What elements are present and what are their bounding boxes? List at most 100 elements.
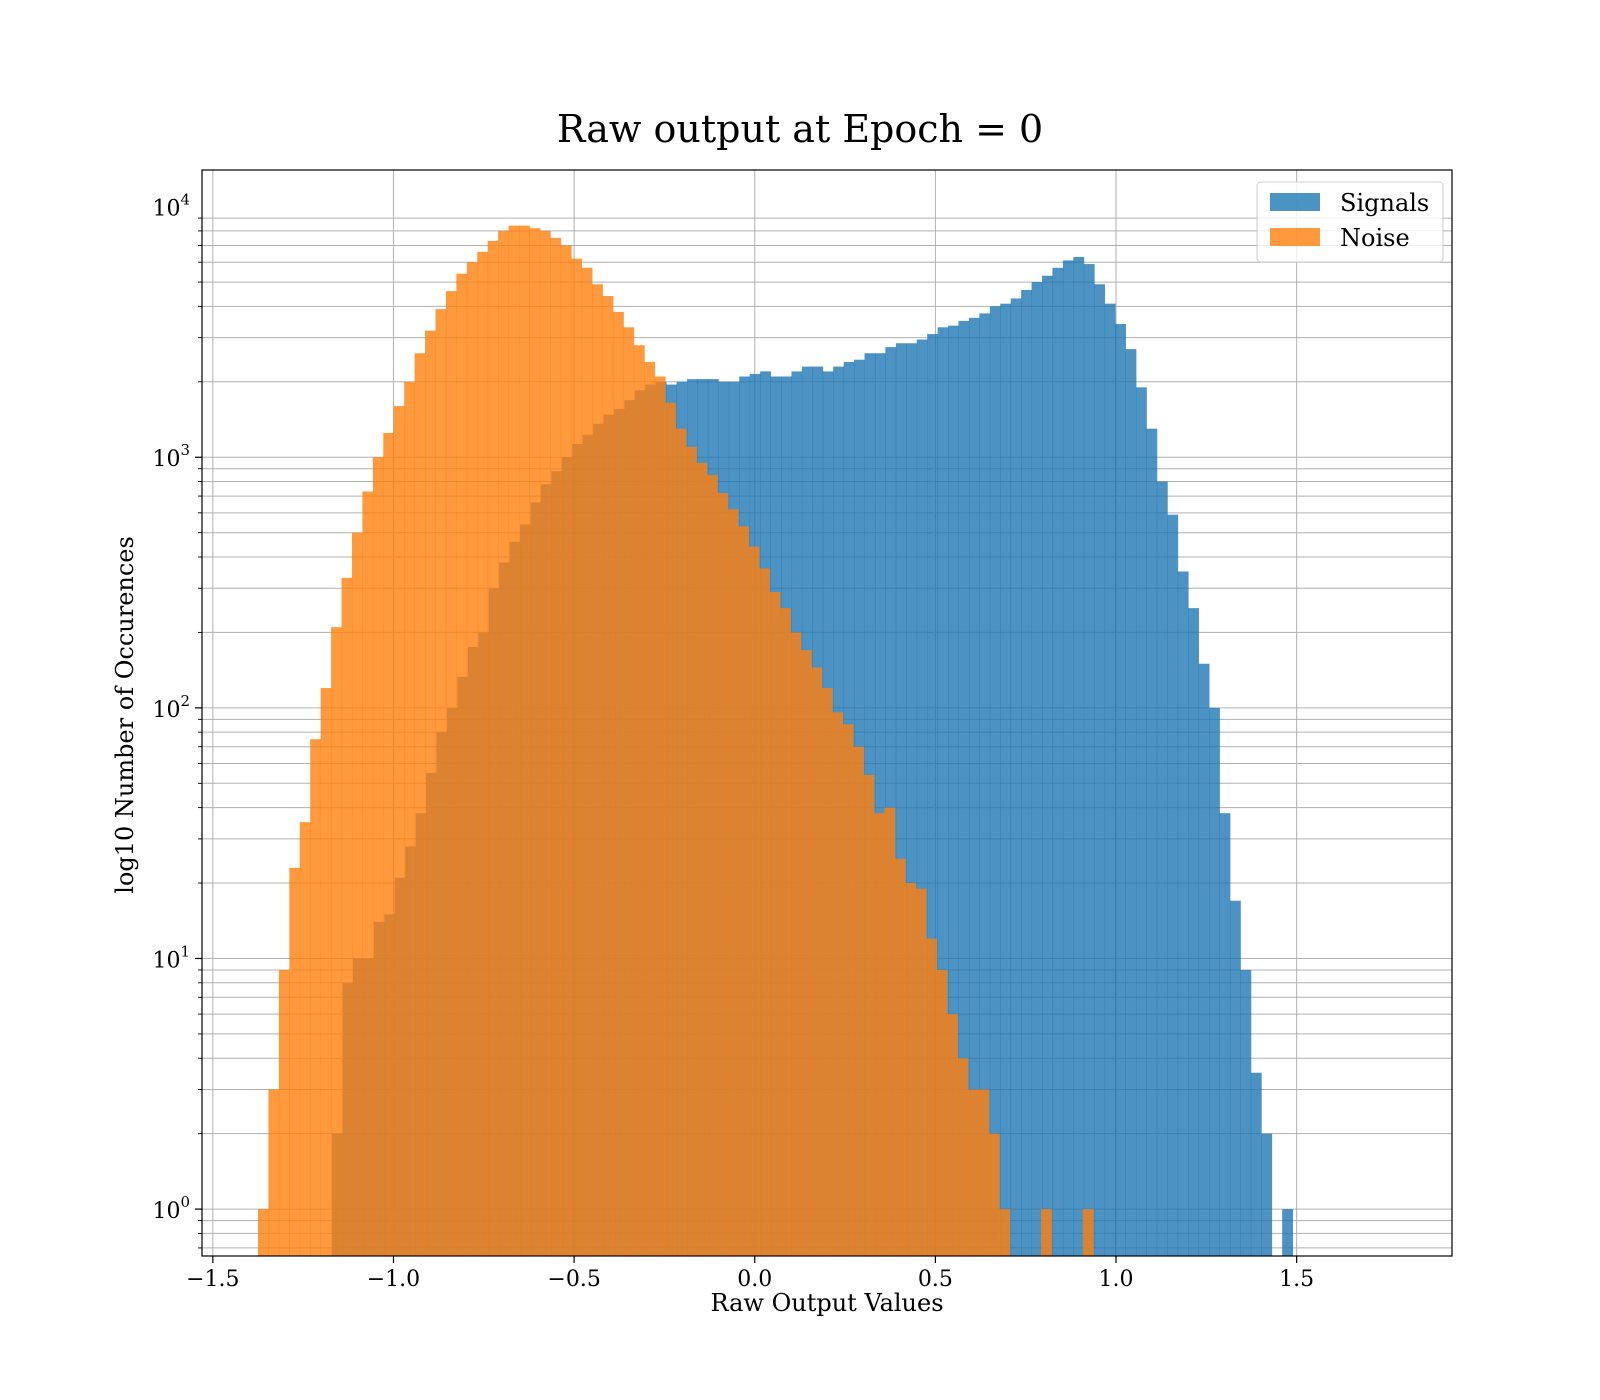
noise-bar <box>769 591 781 1256</box>
signals-bar <box>1219 813 1231 1256</box>
noise-bar <box>539 230 551 1256</box>
signals-bar <box>1135 387 1147 1257</box>
noise-bar <box>331 627 342 1256</box>
noise-bar <box>675 428 687 1256</box>
noise-bar <box>957 1058 969 1256</box>
noise-bar <box>780 608 791 1256</box>
signals-bar <box>1052 267 1064 1256</box>
chart-title: Raw output at Epoch = 0 <box>557 107 1043 151</box>
noise-bar <box>612 311 624 1257</box>
noise-bar <box>686 446 697 1257</box>
signals-bar <box>1188 608 1200 1256</box>
noise-bar <box>644 361 656 1256</box>
noise-bar <box>800 650 812 1256</box>
noise-bar <box>404 381 416 1256</box>
y-tick-label: 103 <box>152 441 190 472</box>
noise-bar <box>581 267 593 1256</box>
x-tick-label: −0.5 <box>547 1267 600 1292</box>
noise-bar <box>414 353 426 1256</box>
signals-bar <box>1167 514 1179 1256</box>
signals-bar <box>1240 969 1252 1256</box>
noise-bar <box>832 712 844 1256</box>
noise-bar <box>717 493 729 1256</box>
noise-bar <box>435 309 447 1257</box>
signals-bar <box>916 339 928 1257</box>
noise-bar <box>257 1209 269 1256</box>
x-tick-label: 0.0 <box>737 1267 772 1292</box>
signals-bar <box>906 343 918 1256</box>
noise-bar <box>738 526 750 1256</box>
noise-bar <box>477 251 489 1256</box>
noise-bar <box>863 774 875 1256</box>
signals-bar <box>1177 571 1189 1256</box>
signals-bar <box>1104 303 1116 1256</box>
signals-bar <box>1261 1133 1273 1256</box>
y-tick-label: 102 <box>152 692 190 723</box>
noise-bar <box>445 291 457 1257</box>
noise-bar <box>278 969 290 1256</box>
noise-bar <box>790 632 802 1256</box>
signals-bar <box>979 313 991 1256</box>
axis-ticks: −1.5 −1.0 −0.5 0.0 0.5 1.0 1.5 100 101 102 103 104 <box>152 191 1314 1292</box>
noise-bar <box>299 822 311 1256</box>
signals-bar <box>895 343 907 1256</box>
noise-bar <box>550 237 562 1256</box>
noise-bar <box>362 491 374 1256</box>
noise-bar <box>289 867 301 1256</box>
noise-bar <box>853 746 864 1256</box>
signals-bar <box>1010 298 1022 1256</box>
signals-bar <box>1209 707 1220 1256</box>
legend-signals-label: Signals <box>1340 189 1429 217</box>
noise-bar <box>519 225 530 1257</box>
noise-bar <box>884 807 896 1256</box>
y-tick-label: 100 <box>152 1193 190 1224</box>
noise-bar <box>425 330 436 1256</box>
legend[interactable]: Signals Noise <box>1256 181 1444 263</box>
signals-bar <box>1115 324 1126 1256</box>
noise-bar <box>978 1089 990 1256</box>
signals-bar <box>1000 303 1012 1256</box>
noise-bar <box>821 688 833 1256</box>
signals-bar <box>1250 1072 1262 1256</box>
signals-bar <box>1094 284 1106 1256</box>
noise-bar <box>571 258 583 1257</box>
signals-bar <box>989 306 1001 1256</box>
noise-bar <box>936 969 948 1256</box>
noise-bar <box>748 546 760 1256</box>
noise-bar <box>665 402 677 1256</box>
noise-bar <box>759 568 770 1256</box>
noise-bar <box>1082 1209 1094 1256</box>
noise-bar <box>894 858 906 1256</box>
signals-bar <box>1031 282 1043 1256</box>
signals-bar <box>1198 663 1210 1256</box>
noise-bar <box>926 938 938 1256</box>
noise-bar <box>456 273 468 1256</box>
noise-bar <box>341 577 353 1256</box>
signals-bar <box>1146 428 1158 1256</box>
noise-bar <box>351 532 363 1256</box>
noise-bar <box>842 724 854 1256</box>
noise-bar <box>988 1133 1000 1256</box>
signals-bar <box>1073 256 1085 1256</box>
noise-bar <box>508 225 520 1257</box>
signals-bar <box>948 325 959 1256</box>
noise-bar <box>393 406 405 1257</box>
noise-bar <box>320 688 332 1256</box>
signals-bar <box>927 334 939 1256</box>
x-tick-label: 1.5 <box>1279 1267 1314 1292</box>
noise-series <box>257 225 1094 1257</box>
signals-bar <box>1282 1209 1294 1256</box>
y-tick-label: 101 <box>152 942 190 973</box>
noise-bar <box>696 462 708 1257</box>
noise-bar <box>268 1089 280 1256</box>
signals-bar <box>885 347 897 1256</box>
signals-bar <box>1062 260 1074 1256</box>
noise-bar <box>811 667 823 1256</box>
noise-bar <box>529 228 541 1256</box>
signals-bar <box>958 320 970 1256</box>
x-axis-label: Raw Output Values <box>710 1289 943 1317</box>
noise-bar <box>999 1209 1011 1256</box>
noise-bar <box>915 888 927 1256</box>
signals-bar <box>1083 264 1095 1257</box>
